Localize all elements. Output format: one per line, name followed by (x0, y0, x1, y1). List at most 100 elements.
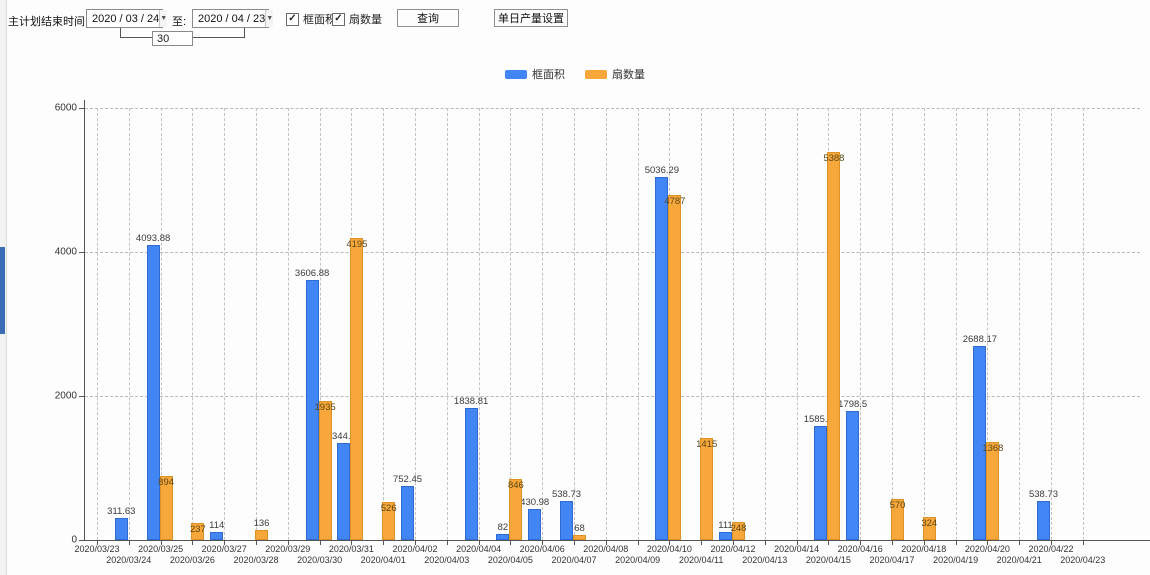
gridline-horizontal (85, 252, 1140, 253)
x-axis-tick (1051, 541, 1052, 545)
bar-value-label: 136 (253, 518, 270, 530)
x-axis-tick (287, 541, 289, 545)
gridline-vertical (319, 108, 321, 540)
bar-value-label: 1415 (696, 439, 718, 451)
bar-扇数量 (986, 441, 1000, 540)
x-tick-label: 2020/03/24 (106, 555, 152, 565)
bar-框面积 (655, 177, 669, 540)
date-to-picker[interactable]: 2020 / 04 / 23 ▼ (192, 9, 274, 28)
bar-value-label: 538.73 (1028, 489, 1059, 501)
x-axis-tick (923, 541, 925, 545)
bar-value-label: 846 (507, 480, 524, 492)
gridline-vertical (764, 108, 766, 540)
x-tick-label: 2020/04/03 (424, 555, 470, 565)
date-to-value: 2020 / 04 / 23 (198, 12, 266, 25)
date-from-picker[interactable]: 2020 / 03 / 24 ▼ (86, 9, 168, 28)
x-tick-label: 2020/04/13 (742, 555, 788, 565)
bar-框面积 (337, 443, 351, 540)
bar-框面积 (496, 534, 510, 540)
bar-value-label: 1344.95 (326, 431, 362, 443)
checkbox-frame-area[interactable]: ✓ 框面积 (286, 11, 336, 27)
x-tick-label: 2020/04/17 (869, 555, 915, 565)
x-axis-tick (733, 541, 734, 545)
bar-扇数量 (700, 438, 714, 540)
bar-框面积 (114, 517, 128, 540)
gridline-vertical (701, 108, 703, 540)
window-left-accent-strip (0, 247, 5, 334)
x-axis-tick (478, 541, 480, 545)
x-axis-tick (415, 541, 416, 545)
x-tick-label: 2020/04/22 (1028, 544, 1074, 554)
x-axis-line (84, 540, 1150, 541)
gridline-vertical (987, 108, 989, 540)
bar-value-label: 2688.17 (962, 334, 998, 346)
legend-label-frame-area: 框面积 (532, 69, 565, 81)
x-tick-label: 2020/04/09 (615, 555, 661, 565)
x-axis-tick (605, 541, 607, 545)
gridline-vertical (1019, 108, 1021, 540)
toolbar: 主计划结束时间: 2020 / 03 / 24 ▼ 至: 2020 / 04 /… (0, 0, 1150, 58)
x-tick-label: 2020/03/25 (138, 544, 184, 554)
gridline-vertical (128, 108, 130, 540)
gridline-vertical (256, 108, 257, 540)
x-axis-tick (128, 541, 130, 545)
daily-output-settings-button[interactable]: 单日产量设置 (494, 9, 568, 27)
x-axis-tick (637, 541, 639, 545)
bar-value-label: 4787 (664, 196, 686, 208)
connector-line-right-horizontal (193, 37, 245, 38)
gridline-vertical (97, 108, 98, 540)
bar-扇数量 (668, 195, 682, 540)
gridline-vertical (478, 108, 480, 540)
x-axis-tick (987, 541, 989, 545)
date-from-dropdown-icon[interactable]: ▼ (159, 10, 168, 27)
date-to-dropdown-icon[interactable]: ▼ (265, 10, 274, 27)
checkbox-checked-icon: ✓ (332, 12, 345, 26)
gridline-vertical (542, 108, 544, 540)
x-tick-label: 2020/04/14 (774, 544, 820, 554)
bar-value-label: 1798.5 (838, 398, 868, 410)
checkbox-frame-area-label: 框面积 (303, 14, 336, 26)
chart-plot-area: 0 2000 4000 6000 2020/03/23 2020/03/24 2020/03… (55, 100, 1150, 565)
bar-value-label: 237 (189, 523, 206, 535)
bar-框面积 (973, 346, 987, 540)
bar-框面积 (1037, 501, 1050, 540)
legend-item-frame-area[interactable]: 框面积 (505, 66, 565, 82)
gridline-horizontal (85, 396, 1140, 397)
bar-value-label: 570 (889, 499, 906, 511)
gridline-vertical (637, 108, 639, 540)
x-axis-tick (351, 541, 353, 545)
gridline-vertical (1082, 108, 1084, 540)
bar-扇数量 (827, 152, 841, 540)
bar-框面积 (814, 425, 828, 540)
bar-value-label: 894 (158, 476, 175, 488)
x-tick-label: 2020/04/18 (901, 544, 947, 554)
x-axis-tick (542, 541, 544, 545)
checkbox-fan-count[interactable]: ✓ 扇数量 (332, 11, 382, 27)
interval-days-input[interactable]: 30 (152, 31, 193, 46)
bar-扇数量 (191, 522, 205, 540)
x-axis-tick (955, 541, 957, 545)
checkbox-fan-count-label: 扇数量 (349, 14, 382, 26)
bar-value-label: 752.45 (392, 473, 423, 485)
legend-item-fan-count[interactable]: 扇数量 (585, 66, 645, 82)
x-tick-label: 2020/03/31 (328, 544, 374, 554)
bar-框面积 (846, 410, 860, 540)
gridline-vertical (605, 108, 607, 540)
x-tick-label: 2020/04/19 (933, 555, 979, 565)
x-tick-label: 2020/03/26 (169, 555, 215, 565)
daily-output-settings-label: 单日产量设置 (498, 13, 564, 25)
interval-days-value: 30 (157, 32, 170, 45)
query-button[interactable]: 查询 (397, 9, 459, 27)
connector-line-left-vertical (120, 28, 121, 38)
bar-扇数量 (732, 522, 745, 540)
bar-value-label: 5388 (823, 153, 845, 165)
gridline-vertical (574, 108, 575, 540)
x-axis-tick (764, 541, 766, 545)
legend-label-fan-count: 扇数量 (612, 69, 645, 81)
gridline-vertical (224, 108, 226, 540)
x-tick-label: 2020/04/23 (1060, 555, 1106, 565)
x-axis-tick (383, 541, 385, 545)
x-tick-label: 2020/03/28 (233, 555, 279, 565)
y-tick-label: 0 (71, 534, 77, 546)
bar-扇数量 (255, 530, 268, 540)
